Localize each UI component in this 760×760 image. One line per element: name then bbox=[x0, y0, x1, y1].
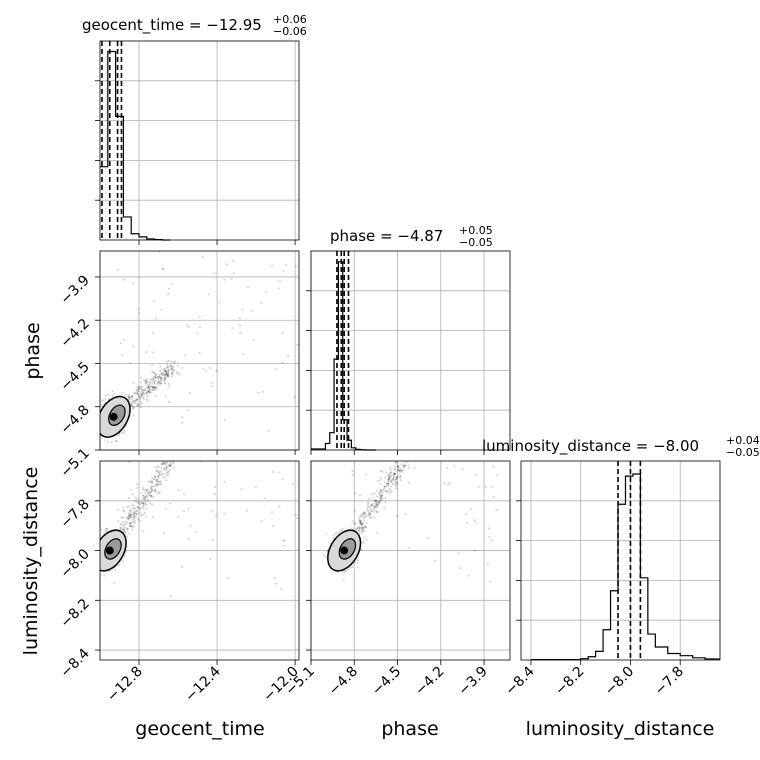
y-tick-label: −4.2 bbox=[57, 316, 92, 351]
panels: −8.4 −8.2 −8.0 −7.8−5.1−4.8−4.5−4.2−3.9−12.… bbox=[57, 40, 721, 706]
title-luminosity-distance: luminosity_distance = −8.00 bbox=[482, 437, 699, 456]
ylabel-luminosity-distance: luminosity_distance bbox=[20, 467, 42, 656]
title-luminosity-distance-plus: +0.04 bbox=[726, 434, 760, 447]
x-tick-label: −8.2 bbox=[552, 664, 587, 699]
y-tick-label: −8.2 bbox=[57, 596, 92, 631]
scatter-layer bbox=[322, 461, 510, 583]
x-tick-label: −4.2 bbox=[412, 664, 447, 699]
scatter-panel-geocent_time-phase bbox=[99, 250, 300, 451]
y-tick-label: −7.8 bbox=[57, 496, 92, 531]
x-tick-label: −12.8 bbox=[104, 664, 146, 706]
contour-peak bbox=[105, 546, 114, 555]
scatter-layer bbox=[100, 251, 299, 444]
y-tick-label: −4.5 bbox=[57, 359, 92, 394]
title-geocent-time: geocent_time = −12.95 bbox=[82, 16, 262, 35]
histogram-step bbox=[530, 473, 720, 661]
scatter-layer bbox=[100, 461, 299, 598]
histogram-panel-phase bbox=[310, 250, 511, 451]
title-phase-minus: −0.05 bbox=[459, 236, 493, 249]
x-tick-label: −8.0 bbox=[602, 664, 637, 699]
contour-peak bbox=[109, 412, 118, 421]
ylabel-phase: phase bbox=[22, 322, 44, 379]
histogram-panel-geocent_time bbox=[99, 40, 300, 241]
y-tick-label: −4.8 bbox=[57, 402, 92, 437]
x-tick-label: −4.8 bbox=[326, 664, 361, 699]
title-phase-plus: +0.05 bbox=[459, 224, 493, 237]
contour-peak bbox=[340, 546, 349, 555]
histogram-step bbox=[100, 50, 171, 241]
x-tick-label: −8.4 bbox=[502, 663, 537, 698]
title-luminosity-distance-minus: −0.05 bbox=[726, 446, 760, 459]
xlabel-geocent-time: geocent_time bbox=[135, 718, 264, 740]
title-geocent-time-plus: +0.06 bbox=[273, 13, 307, 26]
histogram-panel-luminosity_distance bbox=[520, 460, 721, 661]
xlabel-phase: phase bbox=[381, 718, 438, 740]
x-tick-label: −3.9 bbox=[456, 664, 491, 699]
title-geocent-time-minus: −0.06 bbox=[273, 25, 307, 38]
title-phase: phase = −4.87 bbox=[330, 227, 443, 245]
y-tick-label: −8.4 bbox=[57, 646, 92, 681]
scatter-panel-geocent_time-luminosity_distance bbox=[99, 460, 300, 661]
x-tick-label: −4.5 bbox=[369, 664, 404, 699]
y-tick-label: −5.1 bbox=[57, 446, 92, 481]
scatter-panel-phase-luminosity_distance bbox=[310, 460, 511, 661]
x-tick-label: −7.8 bbox=[652, 664, 687, 699]
xlabel-luminosity-distance: luminosity_distance bbox=[526, 718, 715, 740]
y-tick-label: −3.9 bbox=[57, 272, 92, 307]
y-tick-label: −8.0 bbox=[57, 546, 92, 581]
x-tick-label: −12.4 bbox=[182, 663, 224, 705]
